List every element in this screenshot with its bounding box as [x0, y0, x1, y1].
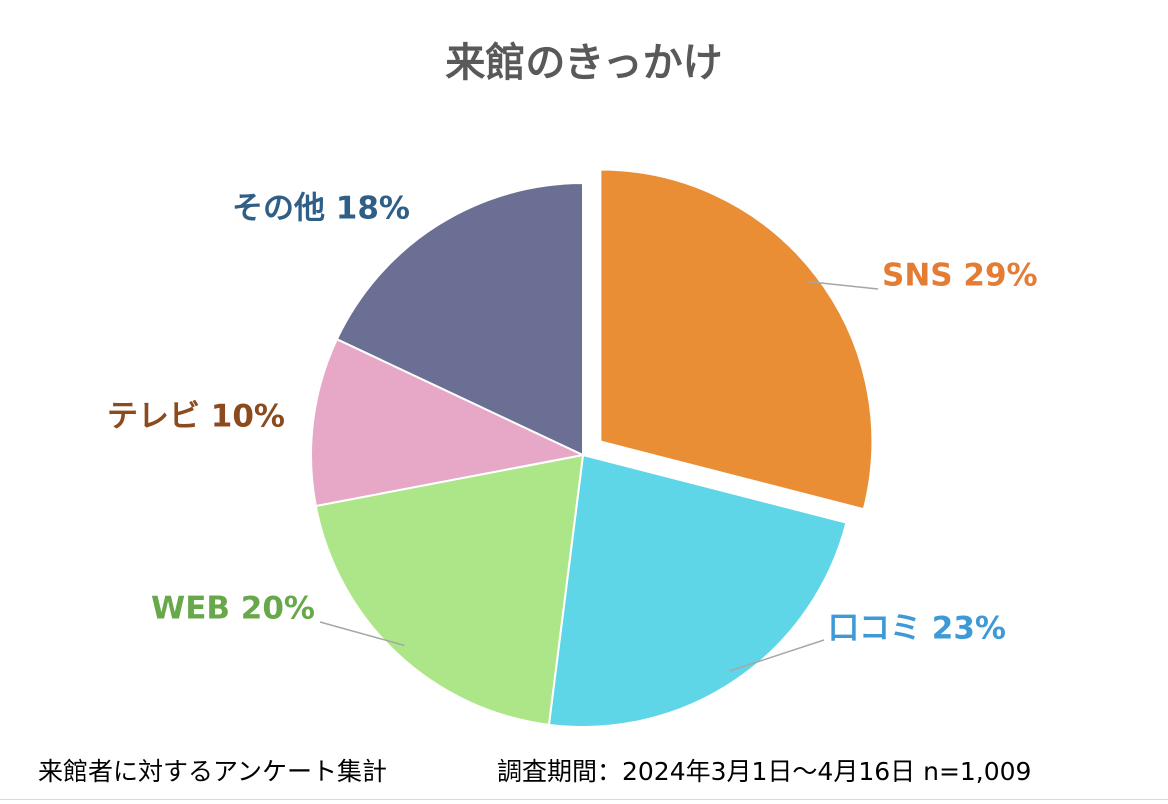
leader-line-3: [319, 621, 405, 647]
slice-label-1: SNS 29%: [882, 258, 1038, 294]
slice-label-4: テレビ 10%: [107, 399, 285, 435]
pie-slice-4: [310, 337, 587, 508]
pie-slice-5: [335, 181, 584, 457]
pie-slice-2: [547, 453, 848, 728]
bottom-divider: [0, 799, 1168, 800]
leader-line-2: [729, 639, 825, 672]
pie-slice-1: [599, 168, 874, 511]
slice-label-5: その他 18%: [232, 191, 410, 227]
chart-title: 来館のきっかけ: [445, 40, 723, 86]
leader-line-1: [806, 280, 879, 290]
slice-label-3: WEB 20%: [151, 591, 315, 627]
survey-source-note: 来館者に対するアンケート集計: [38, 757, 388, 786]
slice-label-2: 口コミ 23%: [828, 611, 1006, 647]
pie-slice-3: [314, 453, 585, 726]
survey-period-note: 調査期間：2024年3月1日～4月16日 n=1,009: [497, 757, 1032, 786]
